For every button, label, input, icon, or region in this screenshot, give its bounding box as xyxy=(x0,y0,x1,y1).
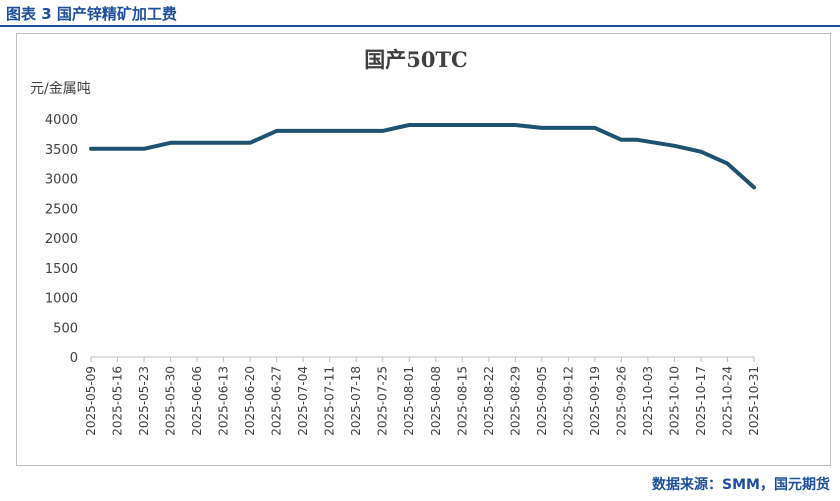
y-tick-label: 1000 xyxy=(45,292,78,307)
y-tick-label: 2500 xyxy=(45,202,78,217)
x-axis-ticks: 2025-05-09 2025-05-16 2025-05-23 2025-05-30… xyxy=(84,357,761,436)
caption-divider xyxy=(0,25,840,27)
chart-title: 国产50TC xyxy=(364,47,468,72)
y-tick-label: 2000 xyxy=(45,232,78,247)
x-tick-label: 2025-10-24 xyxy=(720,366,734,436)
x-tick-label: 2025-07-18 xyxy=(349,366,363,436)
x-tick-label: 2025-10-10 xyxy=(667,366,681,436)
y-tick-label: 4000 xyxy=(45,113,78,128)
y-tick-label: 3000 xyxy=(45,173,78,188)
x-tick-label: 2025-10-03 xyxy=(641,366,655,436)
x-tick-label: 2025-06-13 xyxy=(217,366,231,436)
figure-caption: 图表 3 国产锌精矿加工费 xyxy=(6,5,177,23)
x-tick-label: 2025-08-08 xyxy=(429,366,443,436)
x-tick-label: 2025-09-12 xyxy=(561,366,575,436)
x-tick-label: 2025-10-17 xyxy=(694,366,708,436)
x-tick-label: 2025-07-25 xyxy=(376,366,390,436)
x-tick-label: 2025-06-06 xyxy=(190,366,204,436)
x-tick-label: 2025-07-04 xyxy=(296,366,310,436)
x-tick-label: 2025-08-29 xyxy=(508,366,522,436)
line-chart: 国产50TC 元/金属吨 0 500 1000 1500 2000 2500 3000 350… xyxy=(30,47,761,436)
series-group xyxy=(89,123,756,190)
x-tick-label: 2025-06-27 xyxy=(270,366,284,436)
y-axis-ticks: 0 500 1000 1500 2000 2500 3000 3500 4000 xyxy=(45,113,78,366)
y-tick-label: 3500 xyxy=(45,143,78,158)
series-line xyxy=(89,123,756,190)
y-tick-label: 1500 xyxy=(45,262,78,277)
x-tick-label: 2025-09-19 xyxy=(588,366,602,436)
x-tick-label: 2025-06-20 xyxy=(243,366,257,436)
x-tick-label: 2025-05-09 xyxy=(84,366,98,436)
chart-frame: 国产50TC 元/金属吨 0 500 1000 1500 2000 2500 3000 350… xyxy=(16,33,831,466)
data-source: 数据来源：SMM，国元期货 xyxy=(652,477,830,493)
x-tick-label: 2025-07-11 xyxy=(323,366,337,436)
x-tick-label: 2025-09-26 xyxy=(614,366,628,436)
x-tick-label: 2025-05-30 xyxy=(164,366,178,436)
x-tick-label: 2025-09-05 xyxy=(535,366,549,436)
x-tick-label: 2025-08-15 xyxy=(455,366,469,436)
y-tick-label: 500 xyxy=(53,321,78,336)
y-tick-label: 0 xyxy=(70,351,78,366)
y-axis-label: 元/金属吨 xyxy=(30,81,91,97)
x-tick-label: 2025-05-16 xyxy=(111,366,125,436)
x-tick-label: 2025-08-01 xyxy=(402,366,416,436)
x-tick-label: 2025-08-22 xyxy=(482,366,496,436)
x-tick-label: 2025-05-23 xyxy=(137,366,151,436)
x-tick-label: 2025-10-31 xyxy=(747,366,761,436)
